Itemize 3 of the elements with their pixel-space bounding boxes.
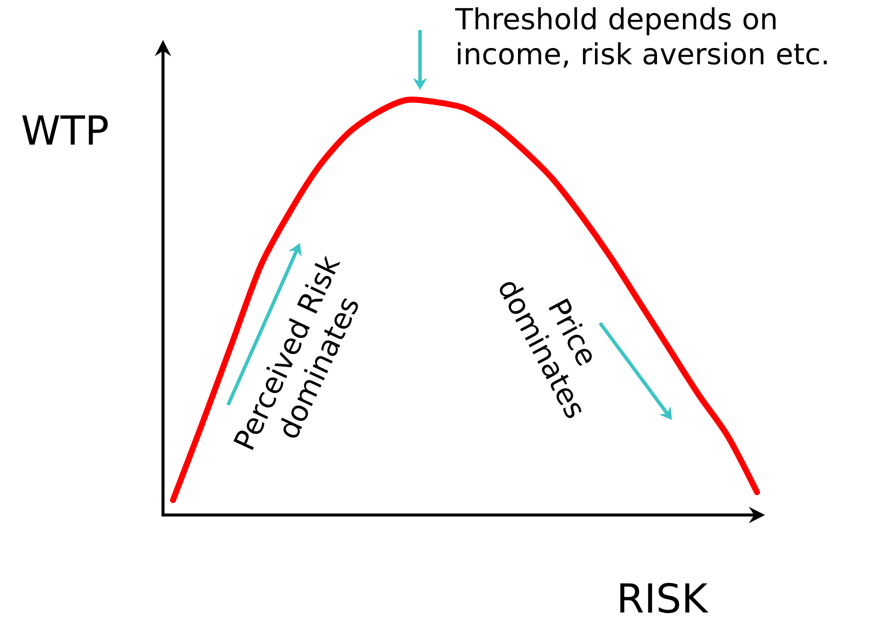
x-axis-title: RISK xyxy=(620,582,708,614)
text: Threshold depends on income, risk aversion etc. xyxy=(455,7,827,68)
y-axis-title: WTP xyxy=(22,115,108,145)
